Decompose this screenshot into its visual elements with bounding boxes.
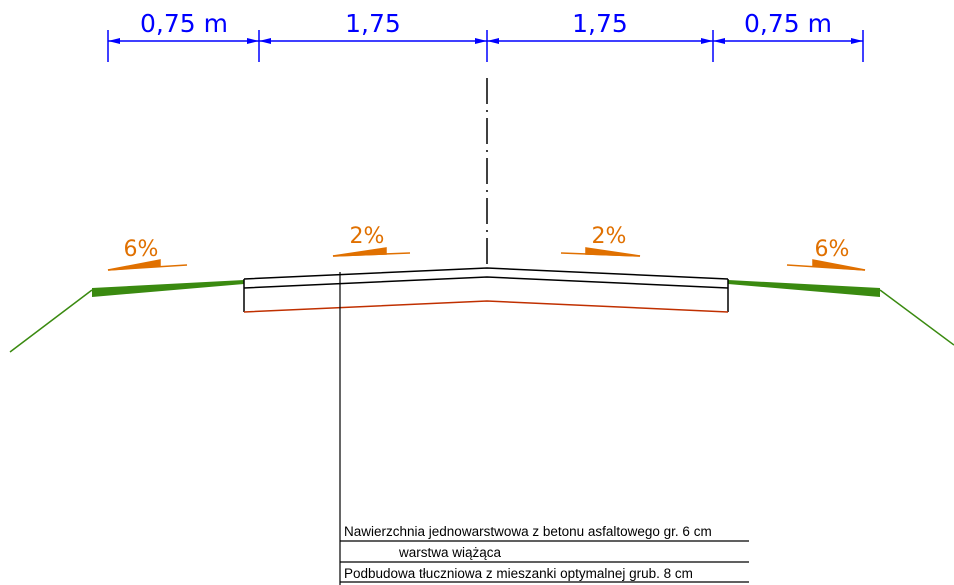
arrow-head (475, 38, 487, 44)
slope-arrow-left-lane (332, 247, 387, 257)
base-course-bottom (243, 300, 729, 313)
grass-shoulders (9, 280, 954, 353)
legend-wearing-course: Nawierzchnia jednowarstwowa z betonu asf… (344, 524, 712, 539)
slope-label-right-shoulder: 6% (815, 237, 850, 262)
slope-indicators (107, 247, 866, 271)
slope-label-left-shoulder: 6% (124, 237, 159, 262)
arrow-head (259, 38, 271, 44)
dimension-label-left-lane: 1,75 (345, 9, 401, 38)
slope-arrow-left-shoulder (107, 259, 161, 271)
legend-binder-course: warstwa wiążąca (398, 545, 502, 560)
slope-arrow-right-lane (585, 247, 641, 257)
dimension-label-left-shoulder: 0,75 m (140, 9, 228, 38)
arrow-head (851, 38, 863, 44)
slope-label-right-lane: 2% (592, 224, 627, 249)
slope-label-left-lane: 2% (350, 224, 385, 249)
arrow-head (247, 38, 259, 44)
arrow-head (701, 38, 713, 44)
arrow-head (713, 38, 725, 44)
layer-legend (339, 272, 749, 585)
embankment-slope-left (9, 289, 93, 353)
shoulder-left (92, 280, 244, 297)
arrow-head (108, 38, 120, 44)
pavement-top-surface (243, 267, 729, 280)
dimension-label-right-lane: 1,75 (572, 9, 628, 38)
slope-arrow-right-shoulder (812, 259, 866, 271)
dimension-label-right-shoulder: 0,75 m (744, 9, 832, 38)
embankment-slope-right (879, 289, 954, 346)
shoulder-right (728, 280, 880, 297)
wearing-course-bottom (243, 276, 729, 289)
pavement-structure (243, 267, 729, 312)
legend-base-course: Podbudowa tłuczniowa z mieszanki optymal… (344, 566, 693, 581)
dimension-arrows (108, 38, 863, 44)
arrow-head (487, 38, 499, 44)
